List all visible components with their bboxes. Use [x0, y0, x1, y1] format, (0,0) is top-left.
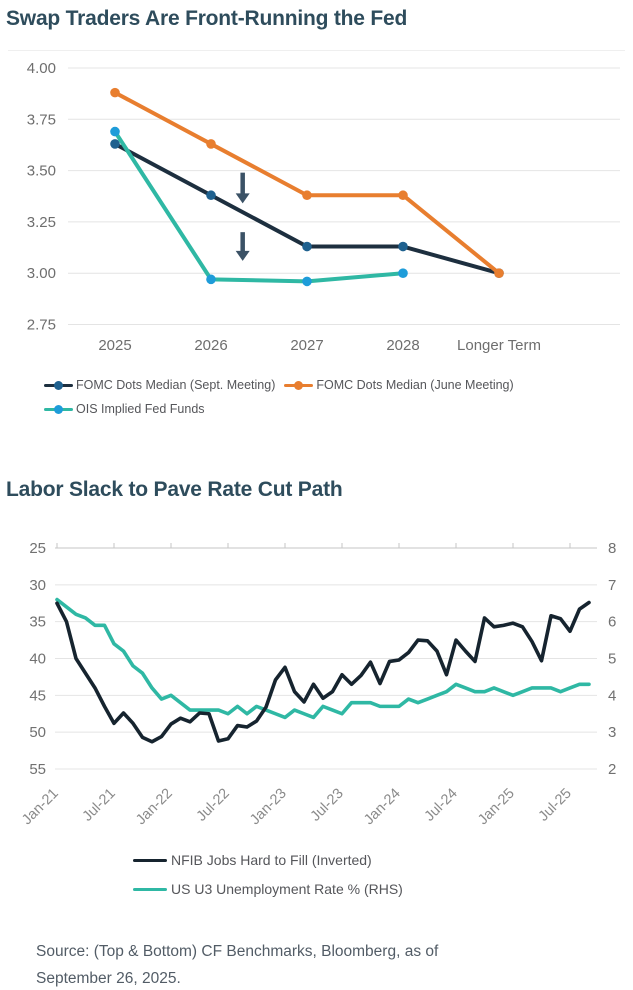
x-axis-tick-label: Jan-21 [19, 786, 62, 829]
legend-label: OIS Implied Fed Funds [76, 402, 205, 416]
x-axis-tick-label: Jul-22 [194, 786, 233, 825]
top-chart-title: Swap Traders Are Front-Running the Fed [6, 7, 408, 30]
x-axis-tick-label: 2028 [386, 337, 419, 354]
left-axis-tick-label: 30 [29, 577, 46, 594]
bottom-chart-legend: NFIB Jobs Hard to Fill (Inverted) US U3 … [133, 852, 412, 910]
line-dot-marker-icon [44, 404, 73, 414]
legend-row: US U3 Unemployment Rate % (RHS) [133, 881, 412, 897]
y-axis-tick-label: 3.00 [27, 265, 56, 282]
right-axis-tick-label: 5 [608, 650, 616, 667]
fomc-june-point [206, 139, 216, 149]
legend-label: FOMC Dots Median (June Meeting) [316, 378, 514, 392]
left-axis-tick-label: 25 [29, 540, 46, 557]
fomc-sept-point [110, 139, 120, 149]
ois-point [398, 268, 408, 278]
fomc-sept-point [302, 241, 312, 252]
y-axis-tick-label: 3.75 [27, 111, 56, 128]
legend-label: NFIB Jobs Hard to Fill (Inverted) [171, 852, 372, 868]
divider [8, 50, 625, 51]
line-dot-marker-icon [44, 380, 73, 390]
legend-row: NFIB Jobs Hard to Fill (Inverted) [133, 852, 412, 868]
right-axis-tick-label: 4 [608, 687, 616, 704]
y-axis-tick-label: 3.50 [27, 163, 56, 180]
line-marker-icon [133, 884, 167, 894]
fomc-sept-line [113, 141, 501, 276]
legend-row: FOMC Dots Median (Sept. Meeting) FOMC Do… [44, 378, 523, 392]
legend-label: US U3 Unemployment Rate % (RHS) [171, 881, 403, 897]
ois-line [113, 129, 405, 284]
fomc-june-point [398, 190, 408, 201]
source-note: Source: (Top & Bottom) CF Benchmarks, Bl… [36, 943, 439, 987]
labor-slack-chart: 25 30 35 40 45 50 55 8 7 6 5 4 3 2 Jan-21 Jul-21 Jan-22 J… [19, 540, 616, 829]
legend-row: OIS Implied Fed Funds [44, 402, 523, 416]
bottom-chart-title: Labor Slack to Pave Rate Cut Path [6, 478, 343, 501]
x-axis-tick-label: Jul-25 [536, 786, 575, 825]
down-arrow-icon [235, 232, 250, 261]
x-axis-tick-label: Jan-22 [133, 786, 176, 829]
x-axis-tick-label: 2025 [98, 337, 131, 354]
y-axis-tick-label: 2.75 [27, 317, 56, 334]
left-axis-tick-label: 35 [29, 614, 46, 631]
x-axis-tick-label: 2027 [290, 337, 323, 354]
left-axis-tick-label: 55 [29, 761, 46, 778]
nfib-line [55, 600, 591, 744]
line-marker-icon [133, 855, 167, 865]
x-axis-tick-label: Longer Term [457, 337, 541, 354]
fomc-june-point [110, 87, 120, 98]
ois-point [110, 126, 120, 137]
legend-item-ois: OIS Implied Fed Funds [44, 402, 205, 416]
x-axis-tick-label: Jan-24 [361, 786, 404, 829]
legend-label: FOMC Dots Median (Sept. Meeting) [76, 378, 276, 392]
x-axis-tick-label: Jul-21 [80, 786, 119, 825]
left-axis-tick-label: 45 [29, 687, 46, 704]
legend-item-fomc-june: FOMC Dots Median (June Meeting) [284, 378, 514, 392]
fomc-sept-point [398, 241, 408, 252]
right-axis-tick-label: 8 [608, 540, 616, 557]
x-axis-tick-label: 2026 [194, 337, 227, 354]
fomc-june-point [494, 268, 504, 278]
right-axis-tick-label: 7 [608, 577, 616, 594]
u3-line [55, 597, 591, 720]
x-axis-tick-label: Jul-23 [308, 786, 347, 825]
x-axis-tick-label: Jan-25 [475, 786, 518, 829]
legend-item-fomc-sept: FOMC Dots Median (Sept. Meeting) [44, 378, 275, 392]
legend-item-u3: US U3 Unemployment Rate % (RHS) [133, 881, 403, 897]
left-axis-tick-label: 50 [29, 724, 46, 741]
fomc-sept-point [206, 190, 216, 201]
x-axis-tick-label: Jan-23 [247, 786, 290, 829]
right-axis-tick-label: 3 [608, 724, 616, 741]
top-chart-legend: FOMC Dots Median (Sept. Meeting) FOMC Do… [44, 378, 523, 426]
line-dot-marker-icon [284, 380, 314, 390]
fomc-june-point [302, 190, 312, 201]
x-axis-tick-label: Jul-24 [422, 786, 461, 825]
left-axis-tick-label: 40 [29, 651, 46, 668]
down-arrow-icon [235, 172, 250, 204]
ois-point [302, 276, 312, 287]
legend-item-nfib: NFIB Jobs Hard to Fill (Inverted) [133, 852, 372, 868]
fed-dots-chart: 4.00 3.75 3.50 3.25 3.00 2.75 2025 2026 2027 2028… [27, 60, 620, 354]
right-axis-tick-label: 6 [608, 614, 616, 631]
ois-point [206, 274, 216, 285]
y-axis-tick-label: 4.00 [27, 60, 56, 77]
right-axis-tick-label: 2 [608, 761, 616, 778]
y-axis-tick-label: 3.25 [27, 214, 56, 231]
